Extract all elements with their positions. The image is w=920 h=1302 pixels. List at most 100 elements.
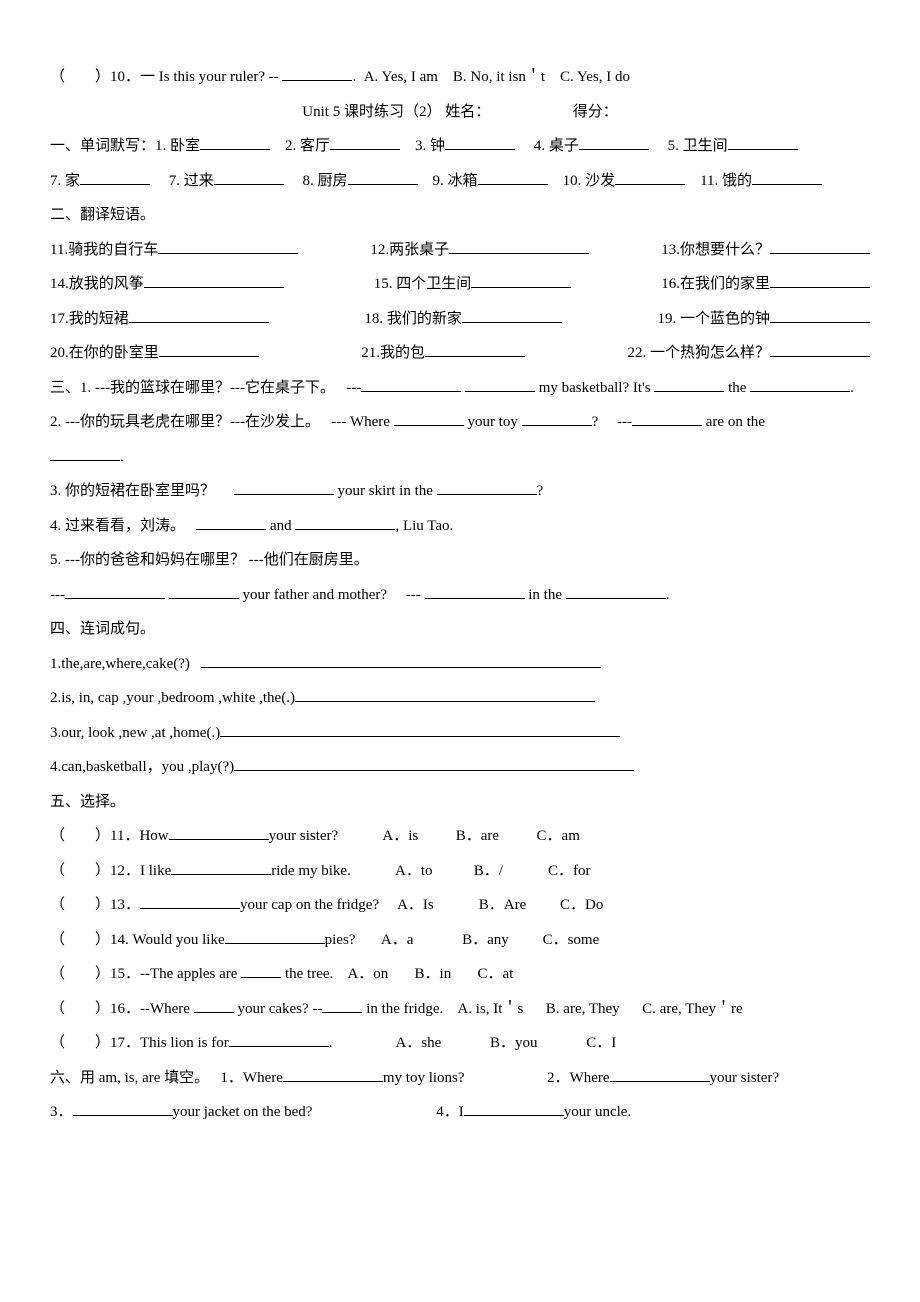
blank — [283, 1066, 383, 1082]
q14-c: C．some — [543, 932, 600, 948]
sec2-i12: 12.两张桌子 — [370, 242, 449, 258]
sec3-q3b: your skirt in the — [334, 483, 437, 499]
sec3-q5-line2: --- your father and mother? --- in the . — [50, 578, 870, 613]
blank — [322, 997, 362, 1013]
sec1-i9: 9. 冰箱 — [433, 173, 478, 189]
sec2-row2: 14.放我的风筝 15. 四个卫生间 16.在我们的家里 — [50, 267, 870, 302]
sec6-q3b: your jacket on the bed? — [173, 1104, 313, 1120]
blank — [348, 169, 418, 185]
blank — [770, 238, 870, 254]
q16-mid: your cakes? -- — [234, 1001, 323, 1017]
blank — [214, 169, 284, 185]
sec3-q5a: 5. ---你的爸爸和妈妈在哪里？ ---他们在厨房里。 — [50, 543, 870, 578]
sec6-q2: 2．Where — [547, 1070, 609, 1086]
blank — [295, 686, 595, 702]
sec1-i1: 1. 卧室 — [155, 138, 200, 154]
sec2-i21: 21.我的包 — [361, 345, 425, 361]
sec3-q1a: 1. ---我的篮球在哪里？---它在桌子下。 --- — [80, 380, 361, 396]
blank — [169, 824, 269, 840]
blank — [144, 272, 284, 288]
q14-q: pies? — [325, 932, 356, 948]
q14-p: （ ）14. Would you like — [50, 932, 225, 948]
sec3-q4b: and — [266, 518, 295, 534]
sec3-q3a: 3. 你的短裙在卧室里吗？ — [50, 483, 234, 499]
blank — [220, 721, 620, 737]
blank — [471, 272, 571, 288]
sec5-q17: （ ）17．This lion is for. A．she B．you C．I — [50, 1026, 870, 1061]
sec2-i13: 13.你想要什么？ — [661, 242, 770, 258]
blank — [80, 169, 150, 185]
blank — [770, 307, 870, 323]
q11-c: C．am — [537, 828, 580, 844]
blank — [522, 410, 592, 426]
q16-end: in the fridge. — [362, 1001, 443, 1017]
blank — [770, 341, 870, 357]
sec3-q2a: 2. ---你的玩具老虎在哪里？---在沙发上。 --- Where — [50, 414, 394, 430]
sec3-q5e: . — [666, 587, 670, 603]
blank — [632, 410, 702, 426]
blank — [462, 307, 562, 323]
q10-c: C. Yes, I do — [560, 69, 630, 85]
blank — [579, 134, 649, 150]
q11-p: （ ）11．How — [50, 828, 169, 844]
blank — [445, 134, 515, 150]
q15-a: A．on — [347, 966, 388, 982]
sec1-i10: 10. 沙发 — [563, 173, 616, 189]
blank — [65, 583, 165, 599]
sec3-q4: 4. 过来看看，刘涛。 and , Liu Tao. — [50, 509, 870, 544]
sec4-q2: 2.is, in, cap ,your ,bedroom ,white ,the… — [50, 681, 870, 716]
section-1-line2: 7. 家 7. 过来 8. 厨房 9. 冰箱 10. 沙发 11. 饿的 — [50, 164, 870, 199]
blank — [50, 445, 120, 461]
sec6-head: 六、用 am, is, are 填空。 — [50, 1070, 209, 1086]
blank — [330, 134, 400, 150]
sec6-line1: 六、用 am, is, are 填空。 1．Wheremy toy lions?… — [50, 1061, 870, 1096]
blank — [615, 169, 685, 185]
q12-q: ride my bike. — [271, 863, 351, 879]
blank — [750, 376, 850, 392]
sec1-i3: 3. 钟 — [415, 138, 445, 154]
sec2-row1: 11.骑我的自行车 12.两张桌子 13.你想要什么？ — [50, 233, 870, 268]
blank — [234, 755, 634, 771]
sec5-q14: （ ）14. Would you likepies? A．a B．any C．s… — [50, 923, 870, 958]
blank — [282, 65, 352, 81]
sec3-q1b: my basketball? It's — [535, 380, 654, 396]
sec4-q4: 4.can,basketball，you ,play(?) — [50, 750, 870, 785]
blank — [465, 376, 535, 392]
blank — [229, 1031, 329, 1047]
q17-p: （ ）17．This lion is for — [50, 1035, 229, 1051]
blank — [770, 272, 870, 288]
sec3-q5c: your father and mother? --- — [239, 587, 425, 603]
sec5-q15: （ ）15．--The apples are the tree. A．on B．… — [50, 957, 870, 992]
sec4-head: 四、连词成句。 — [50, 612, 870, 647]
sec2-i16: 16.在我们的家里 — [661, 276, 770, 292]
q10-b: B. No, it isn＇t — [453, 69, 545, 85]
q11-q: your sister? — [269, 828, 339, 844]
sec2-i22: 22. 一个热狗怎么样？ — [627, 345, 770, 361]
sec4-q1-text: 1.the,are,where,cake(?) — [50, 656, 190, 672]
sec2-row4: 20.在你的卧室里 21.我的包 22. 一个热狗怎么样？ — [50, 336, 870, 371]
blank — [752, 169, 822, 185]
sec5-head: 五、选择。 — [50, 785, 870, 820]
blank — [566, 583, 666, 599]
blank — [437, 479, 537, 495]
sec3-q4c: , Liu Tao. — [395, 518, 453, 534]
sec2-i11: 11.骑我的自行车 — [50, 242, 158, 258]
q17-q: . — [329, 1035, 333, 1051]
sec3-q2-line1: 2. ---你的玩具老虎在哪里？---在沙发上。 --- Where your … — [50, 405, 870, 440]
sec2-i17: 17.我的短裙 — [50, 311, 129, 327]
sec5-q11: （ ）11．Howyour sister? A．is B．are C．am — [50, 819, 870, 854]
q16-c: C. are, They＇re — [642, 1001, 743, 1017]
sec6-q4b: your uncle. — [564, 1104, 631, 1120]
blank — [425, 583, 525, 599]
sec3-q1: 三、1. ---我的篮球在哪里？---它在桌子下。 --- my basketb… — [50, 371, 870, 406]
sec3-q4a: 4. 过来看看，刘涛。 — [50, 518, 196, 534]
q13-a: A．Is — [397, 897, 434, 913]
sec2-head: 二、翻译短语。 — [50, 198, 870, 233]
q13-p: （ ）13． — [50, 897, 140, 913]
sec3-q2c: ? --- — [592, 414, 632, 430]
blank — [194, 997, 234, 1013]
sec3-q2e: . — [120, 449, 124, 465]
sec1-i6: 7. 家 — [50, 173, 80, 189]
sec3-q5b: --- — [50, 587, 65, 603]
sec2-row3: 17.我的短裙 18. 我们的新家 19. 一个蓝色的钟 — [50, 302, 870, 337]
